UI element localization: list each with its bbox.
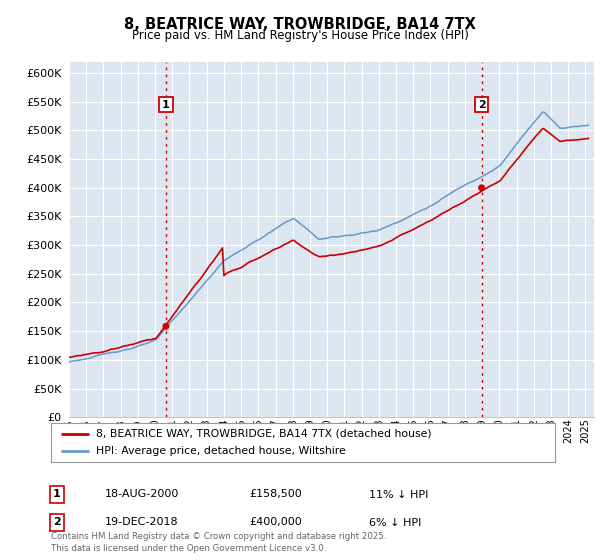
Text: 1: 1 <box>162 100 170 110</box>
Text: 6% ↓ HPI: 6% ↓ HPI <box>369 517 421 528</box>
Text: 8, BEATRICE WAY, TROWBRIDGE, BA14 7TX (detached house): 8, BEATRICE WAY, TROWBRIDGE, BA14 7TX (d… <box>97 429 432 439</box>
Point <box>161 322 171 331</box>
Text: HPI: Average price, detached house, Wiltshire: HPI: Average price, detached house, Wilt… <box>97 446 346 456</box>
Text: Contains HM Land Registry data © Crown copyright and database right 2025.
This d: Contains HM Land Registry data © Crown c… <box>51 533 386 553</box>
Text: 8, BEATRICE WAY, TROWBRIDGE, BA14 7TX: 8, BEATRICE WAY, TROWBRIDGE, BA14 7TX <box>124 17 476 32</box>
Text: 1: 1 <box>53 489 61 500</box>
Text: 2: 2 <box>53 517 61 528</box>
Text: 18-AUG-2000: 18-AUG-2000 <box>105 489 179 500</box>
Text: Price paid vs. HM Land Registry's House Price Index (HPI): Price paid vs. HM Land Registry's House … <box>131 29 469 42</box>
Text: £400,000: £400,000 <box>249 517 302 528</box>
Text: 19-DEC-2018: 19-DEC-2018 <box>105 517 179 528</box>
Text: £158,500: £158,500 <box>249 489 302 500</box>
Text: 11% ↓ HPI: 11% ↓ HPI <box>369 489 428 500</box>
Point <box>477 183 487 192</box>
Text: 2: 2 <box>478 100 485 110</box>
